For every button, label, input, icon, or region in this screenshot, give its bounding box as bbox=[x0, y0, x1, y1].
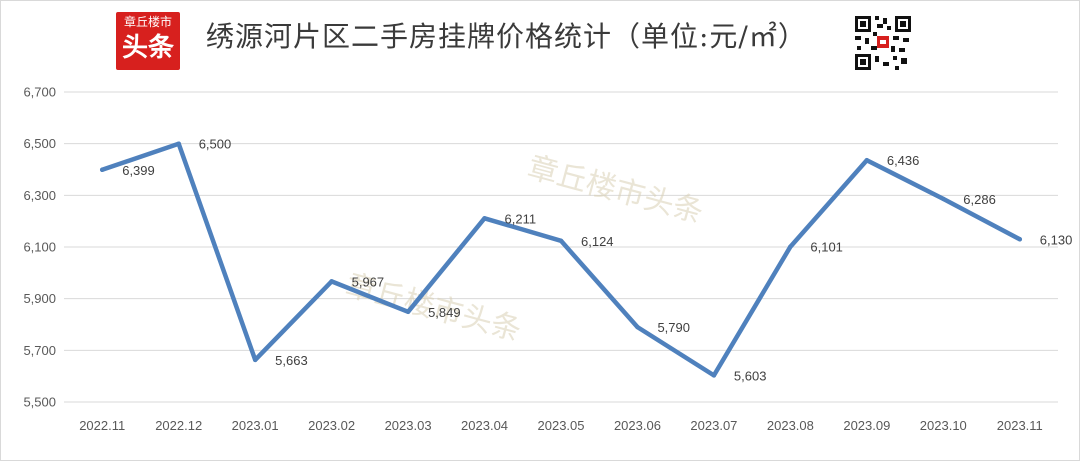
data-point bbox=[558, 238, 564, 243]
brand-logo: 章丘楼市 头条 bbox=[116, 12, 180, 70]
y-tick-label: 5,700 bbox=[23, 343, 56, 358]
data-label: 6,286 bbox=[963, 192, 996, 207]
series-price bbox=[99, 141, 1023, 378]
data-label: 6,211 bbox=[505, 211, 537, 226]
data-point bbox=[1017, 237, 1022, 242]
data-label: 5,967 bbox=[352, 274, 385, 289]
grid-lines bbox=[64, 91, 1058, 403]
x-tick-label: 2023.03 bbox=[385, 418, 432, 433]
x-tick-label: 2023.07 bbox=[690, 418, 737, 433]
data-point bbox=[635, 324, 640, 330]
x-axis-ticks: 2022.11 2022.12 2023.01 2023.02 2023.03 2023.… bbox=[79, 418, 1043, 433]
logo-small-text: 章丘楼市 bbox=[123, 15, 172, 29]
data-point bbox=[941, 196, 946, 202]
x-tick-label: 2023.11 bbox=[997, 418, 1043, 433]
data-point bbox=[482, 216, 487, 221]
y-tick-label: 6,300 bbox=[23, 188, 56, 203]
y-tick-label: 6,100 bbox=[23, 240, 56, 255]
data-label: 5,849 bbox=[428, 305, 461, 320]
data-label: 6,500 bbox=[199, 137, 232, 152]
data-point bbox=[329, 279, 334, 284]
data-label: 5,663 bbox=[275, 353, 308, 368]
y-tick-label: 6,700 bbox=[23, 85, 56, 100]
x-tick-label: 2023.09 bbox=[843, 418, 890, 433]
data-label: 6,399 bbox=[122, 163, 155, 178]
x-tick-label: 2023.04 bbox=[461, 418, 508, 433]
data-point bbox=[788, 244, 793, 249]
data-point bbox=[252, 357, 258, 363]
x-tick-label: 2023.10 bbox=[920, 418, 967, 433]
data-point bbox=[100, 167, 105, 172]
data-label: 5,603 bbox=[734, 368, 767, 383]
data-point bbox=[405, 309, 411, 315]
y-tick-label: 5,500 bbox=[23, 395, 56, 410]
data-point bbox=[711, 373, 717, 378]
watermark-text: 章丘楼市头条 bbox=[524, 150, 707, 230]
x-tick-label: 2022.12 bbox=[155, 418, 202, 433]
data-point bbox=[176, 141, 181, 146]
chart-title: 绣源河片区二手房挂牌价格统计（单位:元/㎡） bbox=[206, 20, 807, 53]
data-label: 6,130 bbox=[1040, 232, 1073, 247]
data-label: 6,436 bbox=[887, 153, 920, 168]
data-label: 6,101 bbox=[810, 240, 843, 255]
data-label: 6,124 bbox=[581, 234, 614, 249]
y-tick-label: 5,900 bbox=[23, 291, 56, 306]
data-point bbox=[864, 158, 870, 163]
x-tick-label: 2023.08 bbox=[767, 418, 814, 433]
y-tick-label: 6,500 bbox=[23, 136, 56, 151]
x-tick-label: 2023.05 bbox=[538, 418, 585, 433]
data-labels: 6,399 6,500 5,663 5,967 5,849 6,211 6,124 5,790… bbox=[122, 137, 1072, 384]
x-tick-label: 2023.06 bbox=[614, 418, 661, 433]
x-tick-label: 2023.01 bbox=[232, 418, 279, 433]
logo-big-text: 头条 bbox=[121, 33, 174, 63]
x-tick-label: 2022.11 bbox=[79, 418, 125, 433]
x-tick-label: 2023.02 bbox=[308, 418, 355, 433]
data-label: 5,790 bbox=[657, 320, 690, 335]
y-axis-ticks: 5,500 5,700 5,900 6,100 6,300 6,500 6,700 bbox=[23, 85, 56, 410]
qr-code-icon bbox=[853, 14, 913, 72]
